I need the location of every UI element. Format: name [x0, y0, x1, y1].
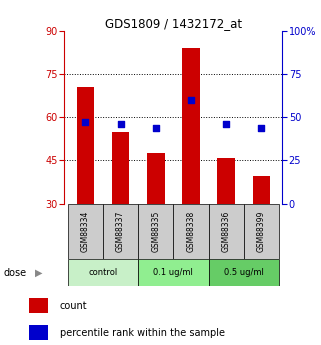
FancyBboxPatch shape	[244, 204, 279, 259]
Text: ▶: ▶	[35, 268, 43, 277]
Text: control: control	[88, 268, 117, 277]
Bar	[29, 298, 48, 313]
FancyBboxPatch shape	[103, 204, 138, 259]
Text: GSM88399: GSM88399	[257, 210, 266, 252]
Bar	[112, 132, 129, 204]
FancyBboxPatch shape	[68, 204, 103, 259]
Text: GSM88334: GSM88334	[81, 210, 90, 252]
Text: count: count	[60, 301, 87, 310]
Point	[259, 125, 264, 130]
Bar	[182, 48, 200, 204]
Text: GSM88335: GSM88335	[151, 210, 160, 252]
Text: GSM88336: GSM88336	[221, 210, 231, 252]
Bar	[29, 325, 48, 340]
Point	[118, 121, 123, 127]
FancyBboxPatch shape	[173, 204, 209, 259]
Point	[83, 120, 88, 125]
FancyBboxPatch shape	[209, 259, 279, 286]
Bar	[217, 158, 235, 204]
Text: GSM88338: GSM88338	[187, 210, 195, 252]
FancyBboxPatch shape	[209, 204, 244, 259]
Text: dose: dose	[3, 268, 26, 277]
Text: 0.1 ug/ml: 0.1 ug/ml	[153, 268, 193, 277]
Bar	[147, 153, 165, 204]
FancyBboxPatch shape	[68, 259, 138, 286]
Bar	[76, 87, 94, 204]
Point	[188, 97, 194, 103]
Bar	[253, 176, 270, 204]
Text: 0.5 ug/ml: 0.5 ug/ml	[224, 268, 264, 277]
FancyBboxPatch shape	[138, 204, 173, 259]
Title: GDS1809 / 1432172_at: GDS1809 / 1432172_at	[105, 17, 242, 30]
FancyBboxPatch shape	[138, 259, 209, 286]
Text: GSM88337: GSM88337	[116, 210, 125, 252]
Point	[153, 125, 158, 130]
Point	[224, 121, 229, 127]
Text: percentile rank within the sample: percentile rank within the sample	[60, 328, 225, 337]
